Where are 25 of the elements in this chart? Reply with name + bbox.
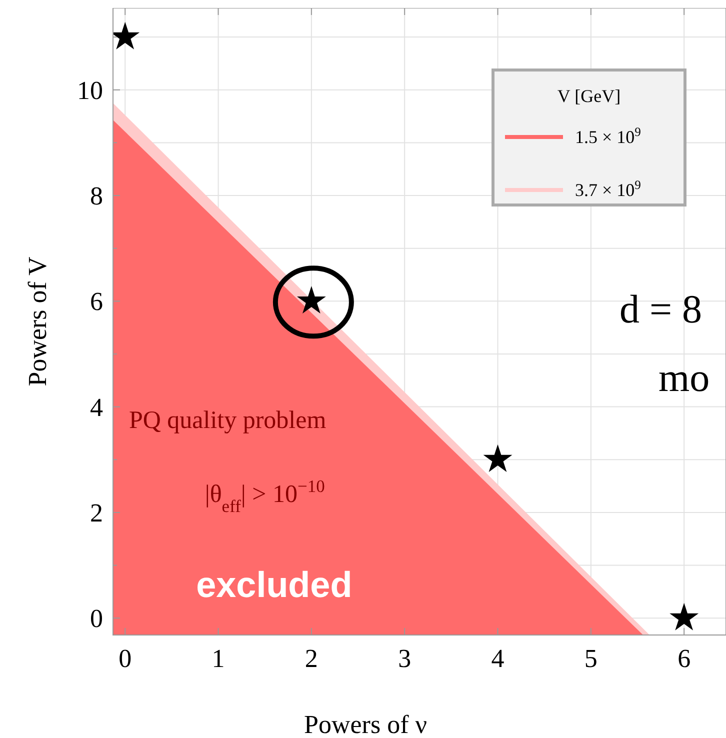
legend-title: V [GeV] bbox=[557, 86, 621, 106]
point bbox=[483, 444, 512, 472]
point bbox=[670, 602, 699, 630]
annotation: d = 8 bbox=[620, 286, 702, 332]
x-tick-label: 4 bbox=[491, 644, 504, 673]
x-tick-label: 2 bbox=[304, 644, 318, 673]
y-tick-label: 0 bbox=[90, 604, 103, 634]
y-axis-title: Powers of V bbox=[23, 256, 52, 386]
x-tick-label: 6 bbox=[678, 644, 691, 673]
x-tick-label: 3 bbox=[398, 644, 412, 673]
legend-label: 1.5 × 10$^{9}$ bbox=[575, 125, 641, 147]
x-tick-label: 5 bbox=[584, 644, 598, 673]
legend-label: 3.7 × 10$^{9}$ bbox=[575, 178, 641, 200]
y-tick-label: 2 bbox=[90, 498, 103, 528]
y-tick-label: 4 bbox=[90, 392, 103, 422]
annotation: PQ quality problem bbox=[128, 406, 327, 434]
annotation: |θ$_{eff}$| > 10$^{−10}$ bbox=[204, 476, 326, 516]
y-tick-label: 10 bbox=[77, 76, 103, 105]
annotation: excluded bbox=[196, 564, 352, 605]
y-tick-label: 6 bbox=[90, 287, 103, 316]
x-tick-label: 1 bbox=[212, 644, 225, 673]
y-tick-label: 8 bbox=[90, 182, 103, 211]
annotation: mo bbox=[658, 354, 710, 400]
x-axis-title: Powers of ν bbox=[304, 710, 428, 738]
x-tick-label: 0 bbox=[118, 644, 132, 673]
